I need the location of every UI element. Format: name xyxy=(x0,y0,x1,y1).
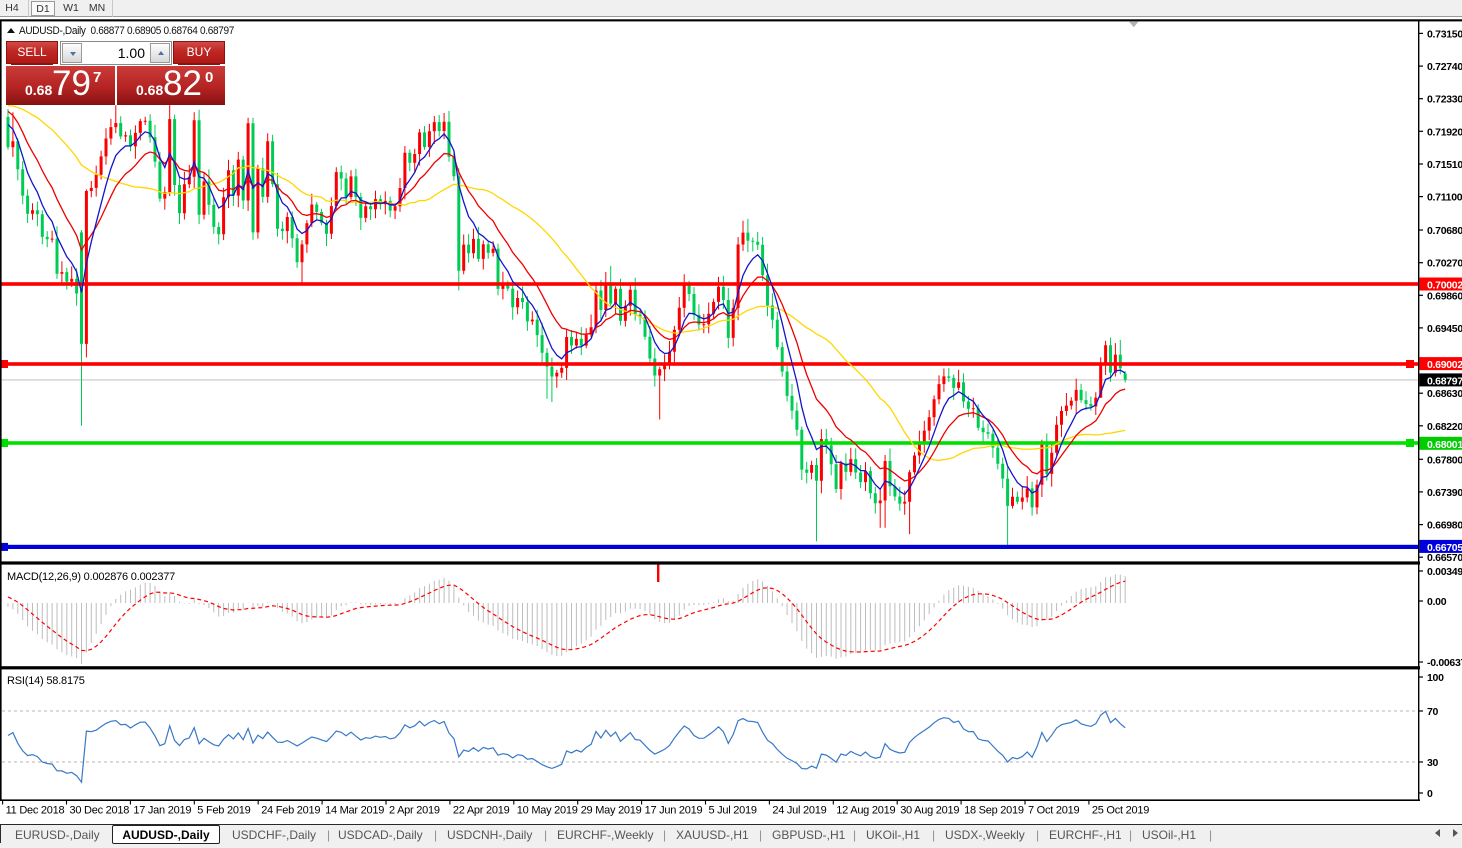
svg-text:MACD(12,26,9) 0.002876 0.00237: MACD(12,26,9) 0.002876 0.002377 xyxy=(7,571,175,583)
svg-text:14 Mar 2019: 14 Mar 2019 xyxy=(325,805,384,817)
svg-text:70: 70 xyxy=(1427,706,1439,718)
svg-text:0.70270: 0.70270 xyxy=(1427,258,1462,270)
svg-text:0.72330: 0.72330 xyxy=(1427,94,1462,106)
svg-text:18 Sep 2019: 18 Sep 2019 xyxy=(964,805,1024,817)
svg-text:7 Oct 2019: 7 Oct 2019 xyxy=(1028,805,1079,817)
svg-text:0.00349: 0.00349 xyxy=(1427,566,1462,578)
svg-text:0.73150: 0.73150 xyxy=(1427,28,1462,40)
svg-text:0.68630: 0.68630 xyxy=(1427,388,1462,400)
svg-text:RSI(14) 58.8175: RSI(14) 58.8175 xyxy=(7,675,85,687)
svg-text:0.68001: 0.68001 xyxy=(1427,439,1462,451)
svg-text:10 May 2019: 10 May 2019 xyxy=(517,805,578,817)
svg-text:0.70680: 0.70680 xyxy=(1427,225,1462,237)
svg-text:0: 0 xyxy=(1427,788,1433,800)
svg-text:100: 100 xyxy=(1427,672,1444,684)
svg-text:0.66980: 0.66980 xyxy=(1427,520,1462,532)
svg-text:0.66705: 0.66705 xyxy=(1427,542,1462,554)
svg-text:0.67390: 0.67390 xyxy=(1427,487,1462,499)
svg-text:30: 30 xyxy=(1427,757,1439,769)
svg-text:22 Apr 2019: 22 Apr 2019 xyxy=(453,805,510,817)
svg-text:-0.00637: -0.00637 xyxy=(1427,657,1462,669)
svg-text:5 Feb 2019: 5 Feb 2019 xyxy=(197,805,250,817)
svg-text:30 Dec 2018: 30 Dec 2018 xyxy=(70,805,130,817)
svg-text:0.69860: 0.69860 xyxy=(1427,290,1462,302)
svg-text:0.70002: 0.70002 xyxy=(1427,280,1462,292)
svg-text:2 Apr 2019: 2 Apr 2019 xyxy=(389,805,440,817)
svg-text:24 Jul 2019: 24 Jul 2019 xyxy=(772,805,826,817)
svg-text:0.00: 0.00 xyxy=(1427,596,1447,608)
svg-text:0.71920: 0.71920 xyxy=(1427,126,1462,138)
svg-text:0.68220: 0.68220 xyxy=(1427,421,1462,433)
svg-text:5 Jul 2019: 5 Jul 2019 xyxy=(709,805,757,817)
svg-text:0.72740: 0.72740 xyxy=(1427,61,1462,73)
svg-text:12 Aug 2019: 12 Aug 2019 xyxy=(836,805,895,817)
svg-text:0.68797: 0.68797 xyxy=(1427,375,1462,387)
svg-text:25 Oct 2019: 25 Oct 2019 xyxy=(1092,805,1149,817)
svg-text:0.67800: 0.67800 xyxy=(1427,454,1462,466)
svg-text:29 May 2019: 29 May 2019 xyxy=(581,805,642,817)
svg-text:17 Jun 2019: 17 Jun 2019 xyxy=(645,805,703,817)
svg-text:30 Aug 2019: 30 Aug 2019 xyxy=(900,805,959,817)
svg-text:0.71100: 0.71100 xyxy=(1427,192,1462,204)
svg-text:0.71510: 0.71510 xyxy=(1427,159,1462,171)
svg-text:0.69450: 0.69450 xyxy=(1427,323,1462,335)
svg-text:11 Dec 2018: 11 Dec 2018 xyxy=(6,805,65,817)
svg-text:17 Jan 2019: 17 Jan 2019 xyxy=(133,805,191,817)
svg-text:24 Feb 2019: 24 Feb 2019 xyxy=(261,805,320,817)
svg-text:0.66570: 0.66570 xyxy=(1427,552,1462,564)
svg-text:0.69002: 0.69002 xyxy=(1427,359,1462,371)
